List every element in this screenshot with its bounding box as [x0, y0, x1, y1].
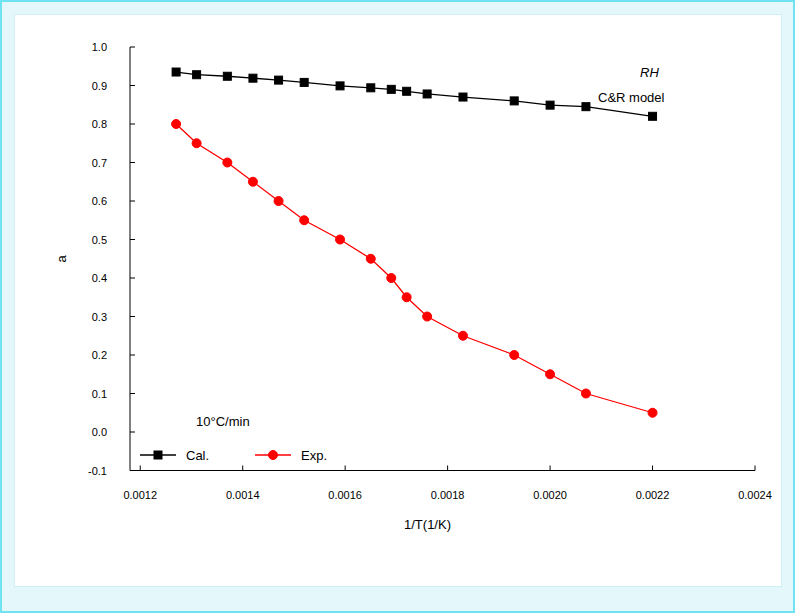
data-point	[172, 120, 181, 129]
data-point	[366, 254, 375, 263]
y-axis-label: a	[54, 254, 69, 262]
legend-marker	[154, 451, 162, 459]
y-tick-label: 0.2	[92, 349, 107, 361]
y-tick	[130, 85, 135, 86]
plot-area	[172, 68, 657, 417]
legend-marker	[269, 451, 278, 460]
y-tick-label: 0.7	[92, 157, 107, 169]
y-tick-label: 0.4	[92, 272, 107, 284]
data-point	[193, 71, 201, 79]
data-point	[223, 72, 231, 80]
data-point	[402, 293, 411, 302]
y-tick-label: 0.3	[92, 311, 107, 323]
data-point	[275, 76, 283, 84]
y-tick	[130, 162, 135, 163]
data-point	[510, 97, 518, 105]
annotation: RH	[640, 65, 659, 80]
data-point	[582, 103, 590, 111]
y-tick	[130, 278, 135, 279]
y-tick	[130, 239, 135, 240]
x-tick-label: 0.0016	[328, 489, 362, 501]
data-point	[546, 101, 554, 109]
data-point	[387, 85, 395, 93]
data-point	[458, 331, 467, 340]
x-tick	[550, 466, 551, 471]
x-tick	[755, 466, 756, 471]
data-point	[300, 216, 309, 225]
data-point	[510, 351, 519, 360]
x-tick-label: 0.0022	[636, 489, 670, 501]
chart: -0.1 0.0 0.1 0.2 0.3 0.4 0.5 0.6 0.7 0.8 0.9 1.0 0.0…	[0, 0, 795, 613]
data-point	[367, 84, 375, 92]
y-tick-label: 0.0	[92, 426, 107, 438]
y-tick-label: -0.1	[88, 465, 107, 477]
x-axis-label: 1/T(1/K)	[404, 517, 451, 532]
x-tick	[242, 466, 243, 471]
y-tick	[130, 393, 135, 394]
data-point	[649, 112, 657, 120]
x-tick	[447, 466, 448, 471]
data-point	[248, 177, 257, 186]
y-tick	[130, 124, 135, 125]
x-tick	[345, 466, 346, 471]
data-point	[403, 87, 411, 95]
data-point	[546, 370, 555, 379]
x-tick-label: 0.0024	[738, 489, 772, 501]
data-point	[387, 274, 396, 283]
y-tick-label: 0.8	[92, 118, 107, 130]
data-point	[581, 389, 590, 398]
y-tick-label: 0.9	[92, 80, 107, 92]
y-tick-label: 0.1	[92, 388, 107, 400]
data-point	[648, 408, 657, 417]
data-point	[300, 78, 308, 86]
x-axis	[130, 470, 755, 471]
y-axis	[130, 47, 131, 471]
data-point	[249, 74, 257, 82]
data-point	[223, 158, 232, 167]
data-point	[459, 93, 467, 101]
legend-label: Cal.	[186, 448, 209, 463]
data-point	[192, 139, 201, 148]
data-point	[274, 197, 283, 206]
data-point	[423, 90, 431, 98]
data-point	[336, 235, 345, 244]
legend-label: Exp.	[301, 448, 327, 463]
y-tick	[130, 470, 135, 471]
data-point	[423, 312, 432, 321]
data-point	[172, 68, 180, 76]
x-tick-label: 0.0020	[533, 489, 567, 501]
annotation: C&R model	[598, 90, 665, 105]
x-tick-label: 0.0014	[226, 489, 260, 501]
x-tick	[652, 466, 653, 471]
y-tick	[130, 47, 135, 48]
y-tick-label: 0.5	[92, 234, 107, 246]
series-line	[176, 72, 652, 116]
y-tick-label: 0.6	[92, 195, 107, 207]
y-tick	[130, 432, 135, 433]
series-line	[176, 124, 652, 413]
chart-panel	[14, 14, 782, 587]
y-tick	[130, 355, 135, 356]
y-tick	[130, 201, 135, 202]
x-tick-label: 0.0018	[431, 489, 465, 501]
y-tick	[130, 316, 135, 317]
data-point	[336, 82, 344, 90]
legend: Cal. Exp.	[140, 448, 327, 463]
y-tick-label: 1.0	[92, 41, 107, 53]
x-tick	[140, 466, 141, 471]
annotation: 10°C/min	[196, 414, 250, 429]
x-tick-label: 0.0012	[123, 489, 157, 501]
